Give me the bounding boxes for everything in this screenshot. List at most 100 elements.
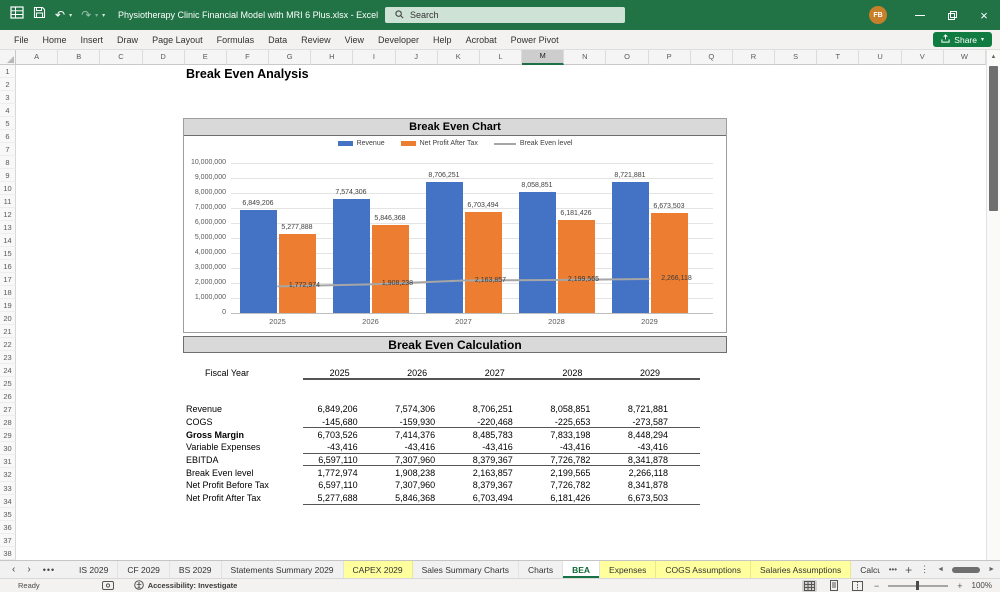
share-button[interactable]: Share ▾ [933, 32, 992, 47]
cell-value[interactable]: 1,908,238 [395, 467, 436, 478]
restore-button[interactable] [936, 0, 968, 30]
break-even-chart[interactable]: Break Even Chart Revenue Net Profit After… [183, 118, 727, 333]
row-label[interactable]: Revenue [186, 404, 223, 415]
column-header-a[interactable]: A [16, 50, 59, 65]
column-header-c[interactable]: C [100, 50, 143, 65]
sheet-tab-bea[interactable]: BEA [563, 561, 601, 578]
all-sheets-icon[interactable]: ••• [42, 564, 56, 575]
cell-value[interactable]: 7,833,198 [550, 429, 591, 440]
ribbon-tab-draw[interactable]: Draw [117, 34, 139, 45]
column-header-o[interactable]: O [606, 50, 649, 65]
column-header-f[interactable]: F [226, 50, 270, 65]
column-header-k[interactable]: K [437, 50, 480, 65]
zoom-in-button[interactable]: + [957, 580, 963, 591]
cell-value[interactable]: 7,307,960 [395, 455, 436, 466]
macro-record-icon[interactable] [101, 581, 114, 590]
row-header-38[interactable]: 38 [0, 546, 16, 560]
column-header-i[interactable]: I [353, 50, 396, 65]
ribbon-tab-data[interactable]: Data [268, 34, 288, 45]
row-header-34[interactable]: 34 [0, 494, 16, 508]
cell-value[interactable]: 8,485,783 [472, 429, 513, 440]
row-header-35[interactable]: 35 [0, 507, 16, 521]
row-label[interactable]: Variable Expenses [186, 442, 261, 453]
fiscal-year-2026[interactable]: 2026 [407, 367, 428, 378]
cell-value[interactable]: 8,721,881 [627, 404, 668, 415]
column-header-q[interactable]: Q [690, 50, 733, 65]
row-label[interactable]: EBITDA [186, 455, 219, 466]
fiscal-year-2029[interactable]: 2029 [639, 367, 660, 378]
cell-value[interactable]: 6,181,426 [550, 493, 591, 504]
cell-value[interactable]: -43,416 [559, 442, 591, 453]
sheet-tab-statements-summary-2029[interactable]: Statements Summary 2029 [222, 561, 344, 578]
row-header-32[interactable]: 32 [0, 468, 16, 482]
zoom-slider[interactable] [888, 580, 949, 590]
row-header-22[interactable]: 22 [0, 338, 16, 352]
cell-value[interactable]: 1,772,974 [317, 467, 358, 478]
sheet-tab-cogs-assumptions[interactable]: COGS Assumptions [656, 561, 751, 578]
new-sheet-button[interactable]: + [905, 562, 913, 577]
row-header-31[interactable]: 31 [0, 455, 16, 469]
excel-app-icon[interactable] [10, 6, 24, 24]
row-header-28[interactable]: 28 [0, 416, 16, 430]
row-header-12[interactable]: 12 [0, 208, 16, 222]
scroll-left-icon[interactable]: ◄ [937, 566, 945, 573]
column-header-b[interactable]: B [58, 50, 101, 65]
row-label[interactable]: Gross Margin [186, 429, 245, 440]
row-label[interactable]: Net Profit After Tax [186, 493, 261, 504]
row-header-9[interactable]: 9 [0, 169, 16, 183]
row-header-36[interactable]: 36 [0, 520, 16, 534]
cell-value[interactable]: -225,653 [554, 417, 591, 428]
cell-value[interactable]: 5,277,688 [317, 493, 358, 504]
close-button[interactable]: × [968, 0, 1000, 30]
zoom-slider-thumb[interactable] [916, 580, 920, 590]
row-label[interactable]: COGS [186, 417, 213, 428]
ribbon-tab-help[interactable]: Help [433, 34, 452, 45]
minimize-button[interactable] [904, 0, 936, 30]
cell-value[interactable]: 8,448,294 [627, 429, 668, 440]
row-header-23[interactable]: 23 [0, 351, 16, 365]
cell-value[interactable]: 7,726,782 [550, 455, 591, 466]
row-header-25[interactable]: 25 [0, 377, 16, 391]
cell-value[interactable]: 8,341,878 [627, 480, 668, 491]
next-sheet-icon[interactable]: › [27, 564, 31, 575]
undo-dropdown-icon[interactable]: ▾ [69, 12, 73, 19]
page-layout-view-icon[interactable] [826, 580, 841, 592]
row-header-10[interactable]: 10 [0, 182, 16, 196]
cell-value[interactable]: 6,703,494 [472, 493, 513, 504]
row-header-26[interactable]: 26 [0, 390, 16, 404]
column-header-p[interactable]: P [648, 50, 691, 65]
row-label[interactable]: Break Even level [186, 467, 254, 478]
fiscal-year-2028[interactable]: 2028 [562, 367, 583, 378]
row-header-33[interactable]: 33 [0, 481, 16, 495]
cell-value[interactable]: 8,379,367 [472, 480, 513, 491]
column-header-h[interactable]: H [311, 50, 354, 65]
row-header-2[interactable]: 2 [0, 78, 16, 92]
column-header-w[interactable]: W [943, 50, 986, 65]
cell-value[interactable]: 8,341,878 [627, 455, 668, 466]
cell-value[interactable]: 5,846,368 [395, 493, 436, 504]
column-header-e[interactable]: E [184, 50, 227, 65]
cell-value[interactable]: 7,726,782 [550, 480, 591, 491]
column-header-g[interactable]: G [269, 50, 312, 65]
kebab-icon[interactable]: ⋮ [920, 564, 930, 574]
ribbon-tab-power-pivot[interactable]: Power Pivot [510, 34, 559, 45]
ribbon-tab-insert[interactable]: Insert [80, 34, 104, 45]
cell-value[interactable]: 6,597,110 [318, 480, 358, 491]
row-header-5[interactable]: 5 [0, 117, 16, 131]
sheet-tab-capex-2029[interactable]: CAPEX 2029 [343, 561, 413, 578]
column-header-r[interactable]: R [732, 50, 776, 65]
select-all-corner[interactable] [0, 50, 16, 65]
ribbon-tab-view[interactable]: View [344, 34, 365, 45]
row-header-7[interactable]: 7 [0, 143, 16, 157]
more-sheets-icon[interactable]: ••• [888, 565, 898, 574]
column-header-j[interactable]: J [395, 50, 438, 65]
cell-value[interactable]: -159,930 [399, 417, 436, 428]
cell-value[interactable]: 7,574,306 [395, 404, 436, 415]
cell-value[interactable]: -145,680 [322, 417, 358, 428]
column-header-t[interactable]: T [817, 50, 860, 65]
row-header-17[interactable]: 17 [0, 273, 16, 287]
row-header-29[interactable]: 29 [0, 429, 16, 443]
sheet-tab-calcula[interactable]: Calcula [851, 561, 880, 578]
row-header-21[interactable]: 21 [0, 325, 16, 339]
undo-icon[interactable]: ↶ [55, 8, 66, 22]
